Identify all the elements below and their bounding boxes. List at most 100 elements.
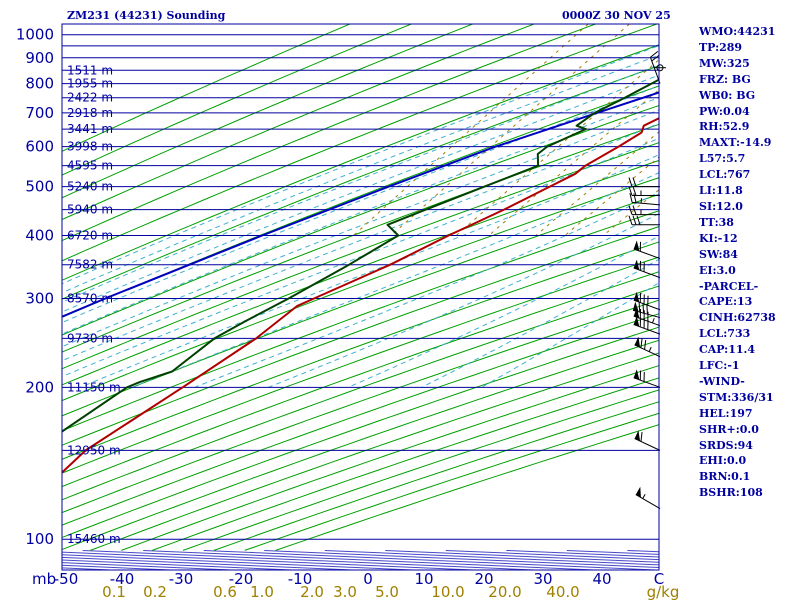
temperature-tick-label: -50	[54, 570, 79, 588]
index-line: WMO:44231	[699, 25, 776, 38]
barb-staff	[633, 324, 661, 335]
barb-staff	[633, 267, 661, 279]
height-label: 1955 m	[67, 77, 113, 91]
index-line: SI:12.0	[699, 199, 743, 213]
barb-half-flag	[652, 318, 655, 324]
index-line: EHI:0.0	[699, 454, 747, 468]
dry-adiabat-line	[62, 313, 659, 526]
isotherm-line	[62, 564, 172, 570]
barb-staff	[635, 494, 661, 510]
index-line: HEL:197	[699, 406, 753, 420]
pressure-tick-label: 700	[25, 104, 54, 122]
barb-pennant	[632, 301, 639, 312]
barb-pennant	[633, 307, 640, 319]
index-line: SW:84	[699, 247, 738, 261]
pressure-tick-label: 300	[25, 289, 54, 307]
barb-pennant	[634, 336, 641, 348]
moist-adiabat-line	[62, 109, 659, 348]
height-label: 6720 m	[67, 228, 113, 242]
moist-adiabat-line	[62, 54, 659, 294]
wind-barb	[628, 205, 660, 216]
wind-barb	[628, 215, 660, 226]
dry-adiabat-line	[62, 326, 659, 539]
pressure-tick-label: 500	[25, 178, 54, 196]
temperature-tick-label: -10	[288, 570, 313, 588]
pressure-tick-label: 1000	[16, 26, 54, 44]
pressure-tick-label: 400	[25, 226, 54, 244]
barb-staff	[649, 57, 661, 84]
dry-adiabat-line	[182, 389, 659, 551]
index-line: LCL:733	[699, 327, 751, 341]
height-label: 1511 m	[67, 63, 113, 77]
pressure-unit-label: mb	[32, 570, 56, 588]
moist-adiabat-line	[80, 154, 659, 388]
isotherm-line	[264, 549, 659, 569]
dry-adiabat-line	[275, 424, 659, 551]
barb-pennant	[633, 316, 640, 327]
temperature-line	[62, 117, 659, 474]
plot-frame	[61, 23, 660, 571]
index-line: MW:325	[699, 56, 750, 70]
barb-flag	[628, 215, 633, 225]
barb-flag	[644, 340, 647, 350]
barb-half-flag	[642, 493, 646, 499]
dry-adiabat-line	[62, 24, 535, 221]
barb-staff	[633, 299, 661, 311]
dry-adiabat-line	[62, 24, 473, 199]
dry-adiabat-line	[62, 142, 659, 370]
barb-pennant	[633, 291, 640, 303]
dry-adiabat-line	[62, 104, 659, 336]
moist-adiabat-line	[62, 64, 659, 303]
barb-flag	[638, 302, 641, 313]
chart-title: ZM231 (44231) Sounding	[67, 9, 226, 22]
dry-adiabat-line	[62, 24, 657, 262]
wind-barb	[633, 259, 661, 279]
dry-adiabat-line	[62, 85, 659, 318]
barb-flag	[646, 304, 648, 315]
dry-adiabat-line	[62, 24, 596, 242]
index-line: WB0: BG	[699, 88, 756, 102]
isotherm-line	[748, 550, 800, 570]
pressure-tick-label: 900	[25, 49, 54, 67]
barb-flag	[628, 177, 633, 187]
dry-adiabat-line	[62, 123, 659, 353]
wind-barb	[632, 301, 661, 319]
dry-adiabat-line	[62, 299, 659, 514]
wind-barb	[628, 177, 660, 188]
barb-staff	[634, 344, 661, 358]
height-label: 5940 m	[67, 203, 113, 217]
index-line: TP:289	[699, 40, 743, 54]
moist-adiabat-line	[62, 45, 659, 285]
mixing-ratio-tick-label: 10.0	[431, 583, 464, 600]
height-label: 5240 m	[67, 180, 113, 194]
isotherm-line	[62, 562, 232, 570]
isotherm-line	[566, 549, 659, 555]
wind-barb	[654, 64, 666, 72]
wind-barb	[633, 240, 661, 260]
pressure-tick-label: 600	[25, 138, 54, 156]
temperature-tick-label: 10	[414, 570, 433, 588]
temperature-tick-label: 40	[592, 570, 611, 588]
index-line: BRN:0.1	[699, 470, 751, 484]
height-label: 8570 m	[67, 291, 113, 305]
barb-pennant	[633, 240, 640, 252]
pressure-tick-label: 100	[25, 530, 54, 548]
barb-flag	[632, 215, 637, 225]
mixing-ratio-tick-label: 40.0	[546, 583, 579, 600]
isotherm-line	[62, 551, 474, 570]
dry-adiabat-line	[62, 24, 351, 152]
pressure-tick-label: 800	[25, 75, 54, 93]
barb-half-flag	[648, 346, 652, 352]
isotherm-line	[143, 549, 595, 570]
height-label: 12950 m	[67, 443, 121, 457]
isotherm-line	[203, 549, 656, 570]
isotherm-line	[62, 554, 414, 570]
barb-flag	[632, 205, 637, 215]
isotherm-line	[688, 550, 800, 570]
moist-adiabat-line	[62, 85, 659, 324]
mixing-ratio-tick-label: 3.0	[333, 583, 357, 600]
barb-staff	[632, 309, 661, 319]
dry-adiabat-line	[62, 159, 659, 386]
temperature-tick-label: 0	[363, 570, 373, 588]
wind-barb	[635, 486, 661, 510]
